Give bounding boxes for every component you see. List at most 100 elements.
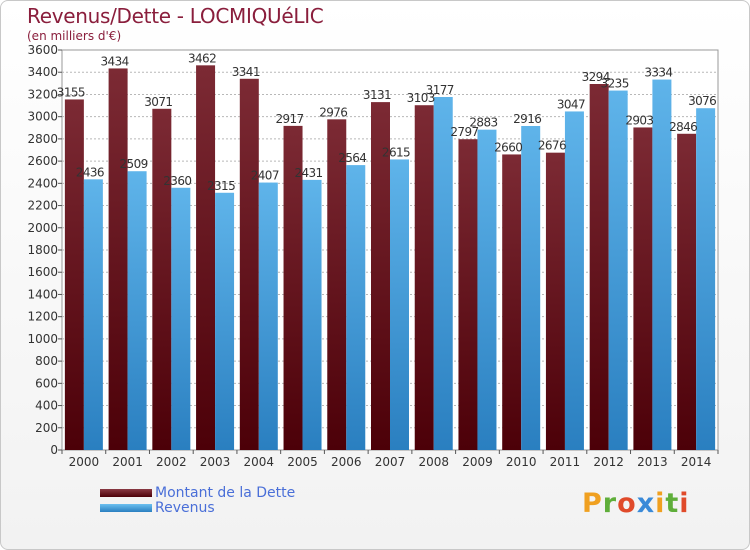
bar-revenue: [652, 79, 672, 451]
x-axis-ticks: 2000 2001 2002 2003 2004 2005 2006 2007 2008 2009…: [61, 450, 719, 469]
data-label-debt: 2797: [450, 125, 478, 139]
y-tick-label: 1400: [27, 287, 58, 301]
y-axis-ticks: 0 200 400 600 800 1000 1200 1400 1600 1800 2000 220…: [27, 43, 62, 457]
bar-revenue: [171, 187, 191, 450]
bar-revenue: [433, 97, 453, 450]
y-tick-label: 2600: [27, 154, 58, 168]
bar-debt: [283, 125, 303, 450]
bar-debt: [152, 108, 172, 451]
bar-revenue: [302, 179, 322, 450]
y-tick-label: 200: [35, 421, 58, 435]
y-tick-label: 2000: [27, 221, 58, 235]
x-tick-label: 2009: [462, 455, 493, 469]
data-label-debt: 2676: [538, 139, 566, 153]
y-tick-label: 600: [35, 376, 58, 390]
data-label-revenue: 2916: [513, 112, 541, 126]
y-tick-label: 3600: [27, 43, 58, 57]
data-labels-layer: 3155 2436 3434 2509 3071 2360 3462 2315 3341 2407…: [57, 51, 717, 193]
chart-subtitle: (en milliers d'€): [27, 29, 122, 43]
bar-debt: [64, 99, 84, 450]
bar-debt: [545, 152, 565, 450]
legend-swatch-revenue: [100, 504, 152, 512]
data-label-debt: 3071: [144, 95, 172, 109]
data-label-debt: 3131: [363, 88, 391, 102]
bar-debt: [677, 133, 697, 450]
bar-revenue: [608, 90, 628, 451]
bar-revenue: [127, 171, 147, 450]
y-tick-label: 400: [35, 399, 58, 413]
data-label-debt: 2846: [669, 120, 697, 134]
data-label-revenue: 2315: [207, 179, 235, 193]
x-tick-label: 2003: [200, 455, 231, 469]
x-tick-label: 2004: [244, 455, 275, 469]
chart-title: Revenus/Dette - LOCMIQUéLIC: [27, 4, 324, 28]
data-label-revenue: 2407: [251, 169, 279, 183]
x-tick-label: 2011: [550, 455, 581, 469]
bar-revenue: [83, 179, 103, 451]
legend-swatch-debt: [100, 489, 152, 497]
bar-revenue: [215, 192, 235, 450]
data-label-debt: 2917: [275, 112, 303, 126]
bar-revenue: [564, 111, 584, 450]
data-label-revenue: 2436: [76, 165, 104, 179]
data-label-revenue: 2564: [338, 151, 366, 165]
data-label-debt: 3103: [407, 91, 435, 105]
y-tick-label: 1200: [27, 310, 58, 324]
x-tick-label: 2006: [331, 455, 362, 469]
legend-label-revenue: Revenus: [155, 500, 215, 516]
x-tick-label: 2012: [593, 455, 624, 469]
bars-layer: [64, 65, 716, 451]
data-label-revenue: 2360: [163, 174, 191, 188]
data-label-debt: 2903: [625, 113, 653, 127]
x-tick-label: 2005: [287, 455, 318, 469]
bar-debt: [327, 119, 347, 450]
data-label-revenue: 2431: [294, 166, 322, 180]
y-tick-label: 3400: [27, 65, 58, 79]
data-label-revenue: 2615: [382, 145, 410, 159]
bar-revenue: [477, 129, 497, 450]
bar-revenue: [696, 108, 716, 450]
bar-debt: [196, 65, 216, 450]
y-tick-label: 0: [50, 443, 58, 457]
bar-revenue: [346, 165, 366, 450]
x-tick-label: 2010: [506, 455, 537, 469]
data-label-debt: 3434: [101, 54, 129, 68]
data-label-revenue: 3235: [601, 77, 629, 91]
bar-debt: [371, 102, 390, 450]
y-tick-label: 2800: [27, 132, 58, 146]
y-tick-label: 800: [35, 354, 58, 368]
data-label-revenue: 3047: [557, 97, 585, 111]
y-tick-label: 3000: [27, 110, 58, 124]
data-label-revenue: 3076: [688, 94, 716, 108]
bar-debt: [414, 105, 434, 450]
y-tick-label: 3200: [27, 87, 58, 101]
x-tick-label: 2000: [69, 455, 100, 469]
y-tick-label: 1600: [27, 265, 58, 279]
proxiti-logo: Proxiti: [582, 488, 690, 519]
data-label-revenue: 2883: [469, 116, 497, 130]
data-label-debt: 2976: [319, 105, 347, 119]
bar-revenue: [521, 126, 541, 450]
bar-revenue: [390, 159, 409, 450]
y-tick-label: 2400: [27, 176, 58, 190]
data-label-debt: 3155: [57, 85, 85, 99]
x-tick-label: 2001: [112, 455, 143, 469]
data-label-debt: 3462: [188, 51, 216, 65]
bar-debt: [589, 84, 609, 450]
bar-debt: [502, 154, 522, 450]
data-label-debt: 3294: [582, 70, 610, 84]
data-label-debt: 3341: [232, 65, 260, 79]
y-tick-label: 1000: [27, 332, 58, 346]
bar-revenue: [258, 182, 278, 451]
bar-debt: [239, 78, 259, 451]
legend-label-debt: Montant de la Dette: [155, 485, 296, 501]
bar-debt: [633, 127, 653, 450]
x-tick-label: 2013: [637, 455, 668, 469]
y-tick-label: 2200: [27, 199, 58, 213]
data-label-revenue: 3334: [644, 66, 672, 80]
y-tick-label: 1800: [27, 243, 58, 257]
x-tick-label: 2007: [375, 455, 406, 469]
bar-debt: [458, 139, 478, 450]
data-label-revenue: 2509: [120, 157, 148, 171]
